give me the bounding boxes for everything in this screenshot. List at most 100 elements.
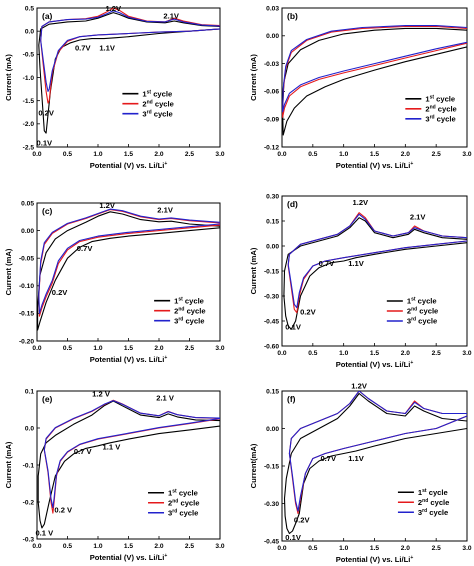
x-tick-label: 0.0 [277, 350, 286, 357]
legend-label: 2nd cycle [174, 306, 205, 315]
x-tick-label: 1.5 [370, 350, 379, 357]
y-tick-label: -0.3 [23, 536, 35, 543]
x-tick-label: 2.5 [432, 350, 441, 357]
y-tick-label: 0.5 [25, 5, 34, 12]
x-tick-label: 2.0 [401, 350, 410, 357]
series-line-3 [288, 391, 467, 512]
series-line-2 [282, 25, 467, 118]
panel-letter: (f) [287, 394, 296, 404]
legend-label: 2nd cycle [407, 307, 438, 316]
y-tick-label: -0.30 [264, 293, 279, 300]
series-group [282, 25, 467, 136]
x-tick-label: 1.0 [93, 151, 102, 158]
y-tick-label: 0.15 [266, 218, 279, 225]
peak-annotation: 1.1 V [103, 442, 122, 451]
legend-label: 2nd cycle [418, 498, 449, 507]
y-tick-label: 0.0 [25, 28, 34, 35]
y-tick-label: 0.00 [266, 243, 279, 250]
y-tick-label: 0.30 [266, 193, 279, 200]
legend-label: 3rd cycle [168, 508, 198, 517]
panel-c: 0.0 0.5 1.0 1.5 2.0 2.5 3.0 0.05 0.00 -0.05 -0.10 -… [4, 200, 225, 364]
series-line-1 [283, 217, 467, 330]
peak-annotation: 1.1V [348, 259, 365, 268]
peak-annotation: 0.2V [52, 288, 69, 297]
y-tick-label: 0.05 [21, 200, 34, 207]
peak-annotation: 1.1V [348, 454, 365, 463]
peak-annotation: 1.2 V [92, 390, 111, 399]
x-tick-label: 1.0 [93, 543, 102, 550]
plot-frame [36, 202, 221, 342]
legend-label: 1st cycle [142, 89, 172, 98]
x-axis-title: Potential (V) vs. Li/Li+ [336, 360, 414, 369]
legend-label: 1st cycle [168, 488, 198, 497]
plot-frame [281, 195, 468, 347]
series-line-3 [287, 213, 467, 309]
y-tick-label: -0.2 [23, 499, 35, 506]
x-tick-label: 1.5 [124, 151, 133, 158]
series-line-3 [38, 208, 220, 314]
x-tick-label: 0.0 [32, 543, 41, 550]
peak-annotation: 0.2V [294, 515, 311, 524]
x-tick-label: 3.0 [462, 151, 471, 158]
series-line-3 [282, 25, 467, 113]
peak-annotation: 2.1V [163, 12, 180, 21]
x-tick-label: 0.0 [32, 151, 41, 158]
y-tick-label: -0.45 [264, 538, 279, 545]
series-group [38, 8, 220, 134]
y-axis-title: Current (mA) [249, 54, 258, 101]
plot-frame [36, 7, 221, 148]
y-tick-label: 0.00 [21, 228, 34, 235]
legend-label: 3rd cycle [425, 114, 455, 123]
panel-letter: (b) [287, 11, 298, 21]
panel-letter: (e) [42, 394, 53, 404]
y-tick-label: -1.0 [23, 75, 35, 82]
peak-annotation: 0.2 V [54, 505, 73, 514]
y-tick-label: -0.60 [264, 343, 279, 350]
y-tick-label: -0.05 [19, 256, 34, 263]
plot-frame [281, 7, 468, 148]
peak-annotation: 0.7V [77, 244, 94, 253]
x-axis-title: Potential (V) vs. Li/Li+ [336, 161, 414, 170]
x-tick-label: 2.0 [401, 151, 410, 158]
peak-annotation: 2.1V [410, 212, 427, 221]
y-tick-label: -0.03 [264, 61, 279, 68]
x-tick-label: 1.5 [370, 545, 379, 552]
x-tick-label: 1.0 [339, 151, 348, 158]
panel-letter: (a) [42, 11, 53, 21]
peak-annotation: 2.1V [157, 205, 174, 214]
x-tick-label: 2.5 [432, 545, 441, 552]
panel-letter: (d) [287, 199, 298, 209]
x-tick-label: 2.5 [185, 345, 194, 352]
x-axis-title: Potential (V) vs. Li/Li+ [90, 161, 168, 170]
y-tick-label: -0.20 [19, 338, 34, 345]
x-tick-label: 1.5 [124, 345, 133, 352]
x-tick-label: 1.5 [124, 543, 133, 550]
series-line-1 [282, 27, 467, 136]
peak-annotation: 0.2V [300, 307, 317, 316]
y-tick-label: -0.06 [264, 89, 279, 96]
peak-annotation: 1.2V [351, 382, 368, 391]
x-tick-label: 3.0 [462, 545, 471, 552]
panel-b: 0.0 0.5 1.0 1.5 2.0 2.5 3.0 0.03 0.00 -0.03 -0.06 -… [249, 5, 472, 170]
x-tick-label: 0.0 [32, 345, 41, 352]
x-tick-label: 0.5 [308, 545, 317, 552]
x-tick-label: 3.0 [215, 543, 224, 550]
y-tick-label: -2.5 [23, 144, 35, 151]
peak-annotation: 0.7V [75, 44, 92, 53]
legend-label: 2nd cycle [142, 99, 173, 108]
series-group [283, 212, 467, 330]
x-tick-label: 0.5 [63, 151, 72, 158]
panel-d: 0.0 0.5 1.0 1.5 2.0 2.5 3.0 0.30 0.15 0.00 -0.15 -0… [249, 193, 472, 369]
peak-annotation: 0.1V [37, 139, 54, 148]
y-tick-label: 0.00 [266, 33, 279, 40]
x-tick-label: 0.5 [63, 345, 72, 352]
x-tick-label: 2.5 [432, 151, 441, 158]
x-tick-label: 1.0 [339, 350, 348, 357]
panel-f: 0.0 0.5 1.0 1.5 2.0 2.5 3.0 0.15 0.00 -0.15 -0.30 -… [249, 382, 472, 565]
